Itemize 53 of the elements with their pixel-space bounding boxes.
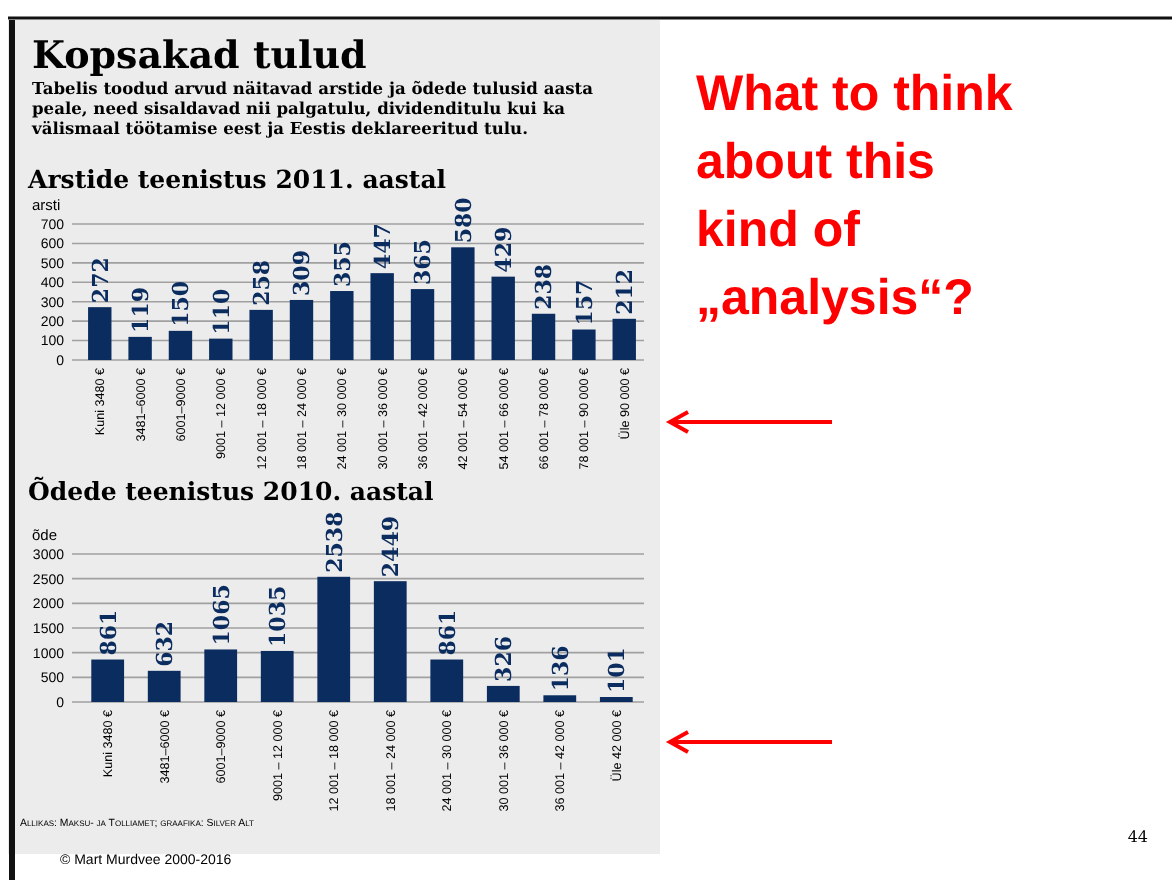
data-label: 258 bbox=[249, 259, 276, 306]
text: Tabelis toodud arvud näitavad arstide ja õdede tulusid aasta peale, need sisaldavad nii palgatulu, dividenditulu kui ka välismaal töötamise eest ja Eestis deklareeritud tulu. bbox=[30, 78, 595, 138]
data-label: 238 bbox=[531, 263, 558, 310]
bar bbox=[289, 299, 314, 360]
bar bbox=[430, 659, 464, 702]
bar bbox=[204, 649, 238, 702]
bar bbox=[451, 247, 475, 360]
data-label: 136 bbox=[547, 644, 574, 692]
data-label: 309 bbox=[289, 250, 316, 296]
bar bbox=[330, 291, 354, 360]
text: Kopsakad tulud bbox=[32, 34, 367, 78]
bar bbox=[168, 330, 193, 360]
data-label: 272 bbox=[87, 257, 114, 304]
data-label: 429 bbox=[491, 226, 518, 273]
data-label: 861 bbox=[95, 609, 122, 656]
text: 44 bbox=[1127, 828, 1148, 846]
chart-title: Õdede teenistus 2010. aastal bbox=[28, 476, 435, 506]
bar bbox=[370, 273, 394, 360]
bar bbox=[531, 313, 556, 360]
data-label: 110 bbox=[208, 288, 235, 335]
bar bbox=[543, 695, 577, 702]
bar bbox=[410, 289, 435, 360]
data-label: 632 bbox=[152, 620, 179, 667]
data-label: 861 bbox=[434, 609, 461, 656]
data-label: 447 bbox=[370, 223, 397, 270]
data-label: 157 bbox=[571, 279, 598, 326]
data-label: 2449 bbox=[378, 515, 405, 578]
bar bbox=[572, 329, 596, 360]
bar bbox=[91, 659, 125, 702]
bar bbox=[612, 318, 636, 360]
bar bbox=[209, 338, 233, 360]
data-label: 1035 bbox=[265, 585, 292, 647]
bar bbox=[260, 650, 294, 702]
data-label: 212 bbox=[612, 268, 639, 315]
bar bbox=[128, 336, 152, 360]
data-label: 1065 bbox=[208, 584, 235, 646]
data-label: 326 bbox=[491, 635, 518, 682]
bar bbox=[491, 276, 515, 360]
bar bbox=[249, 309, 273, 360]
bar bbox=[373, 581, 407, 702]
chart-title: Arstide teenistus 2011. aastal bbox=[26, 164, 447, 194]
data-label: 2538 bbox=[321, 510, 348, 573]
bar bbox=[88, 307, 112, 360]
text: What to think about this kind of „analysis“? bbox=[696, 66, 1013, 326]
bar bbox=[147, 670, 181, 702]
data-label: 119 bbox=[128, 286, 155, 333]
bar bbox=[317, 576, 351, 702]
data-label: 355 bbox=[329, 241, 356, 288]
data-label: 580 bbox=[450, 196, 477, 244]
data-label: 150 bbox=[168, 280, 195, 327]
data-label: 101 bbox=[604, 647, 631, 694]
data-label: 365 bbox=[410, 239, 437, 286]
bar bbox=[486, 685, 520, 702]
